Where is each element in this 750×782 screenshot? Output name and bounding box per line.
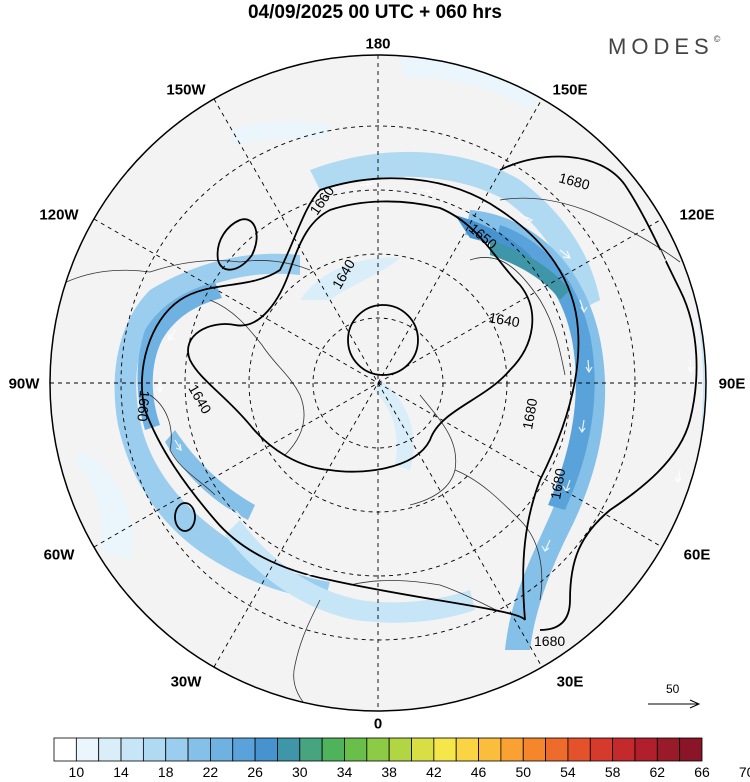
contour-label: 1680 [519, 397, 540, 431]
colorbar-cell [344, 737, 368, 762]
colorbar-cell [53, 737, 77, 762]
colorbar-cell [545, 737, 569, 762]
colorbar-cell [589, 737, 614, 762]
lon-label-120e: 120E [679, 206, 715, 224]
colorbar-cell [411, 737, 435, 762]
lon-label-30e: 30E [556, 673, 584, 691]
colorbar-tick-label: 46 [471, 764, 487, 780]
colorbar-cell [75, 737, 100, 762]
colorbar-cell [455, 737, 479, 762]
vector-scale [648, 699, 701, 709]
colorbar-cell [120, 737, 144, 762]
vector-scale-label: 50 [666, 682, 680, 696]
brand-text: MODES [608, 34, 714, 59]
lon-label-90e: 90E [718, 375, 746, 393]
lon-label-30w: 30W [170, 673, 202, 691]
colorbar-tick-label: 62 [650, 764, 666, 780]
colorbar-cell [277, 737, 301, 762]
contour-label: 1680 [547, 467, 568, 501]
colorbar-tick-label: 38 [381, 764, 397, 780]
lon-label-150w: 150W [166, 81, 206, 99]
colorbar: 10 14 18 22 26 30 34 38 42 46 50 54 58 62 66 70 [53, 737, 750, 780]
lon-label-120w: 120W [39, 206, 79, 224]
chart-title: 04/09/2025 00 UTC + 060 hrs [247, 2, 503, 23]
colorbar-cell [299, 737, 323, 762]
colorbar-cell [142, 737, 167, 762]
colorbar-cell [187, 737, 211, 762]
colorbar-cell [522, 737, 546, 762]
colorbar-tick-label: 50 [515, 764, 531, 780]
colorbar-cell [366, 737, 390, 762]
colorbar-cell [232, 737, 256, 762]
colorbar-tick-label: 30 [292, 764, 308, 780]
colorbar-cell [165, 737, 189, 762]
lon-label-180: 180 [365, 35, 391, 53]
colorbar-cell [500, 737, 524, 762]
colorbar-cell [98, 737, 122, 762]
colorbar-tick-label: 54 [560, 764, 576, 780]
graticule [50, 55, 706, 711]
wind-vectors [156, 180, 695, 577]
contour-label: 1680 [557, 169, 591, 193]
colorbar-tick-label: 18 [158, 764, 174, 780]
colorbar-ticks: 10 14 18 22 26 30 34 38 42 46 50 54 58 62 66 70 [69, 764, 750, 780]
colorbar-cell [254, 737, 278, 762]
colorbar-cell [388, 737, 412, 762]
map-border [49, 54, 707, 712]
contour-label: 1680 [534, 633, 565, 649]
colorbar-tick-label: 58 [605, 764, 621, 780]
colorbar-cells [53, 737, 703, 762]
colorbar-cell [679, 737, 703, 762]
colorbar-tick-label: 34 [337, 764, 353, 780]
lon-label-60e: 60E [683, 546, 711, 564]
lon-label-0: 0 [373, 715, 383, 733]
brand-copyright-mark: © [713, 34, 721, 44]
lon-label-90w: 90W [8, 375, 40, 393]
colorbar-tick-label: 66 [694, 764, 710, 780]
colorbar-tick-label: 26 [247, 764, 263, 780]
colorbar-cell [433, 737, 457, 762]
colorbar-cell [612, 737, 636, 762]
colorbar-cell [567, 737, 591, 762]
colorbar-tick-label: 22 [203, 764, 219, 780]
contour-label: 1660 [134, 390, 153, 423]
colorbar-cell [478, 737, 502, 762]
lon-label-150e: 150E [552, 81, 588, 99]
colorbar-cell [634, 737, 658, 762]
height-contours [141, 155, 698, 631]
colorbar-tick-label: 14 [113, 764, 129, 780]
brand-logo: MODES© [608, 34, 720, 60]
colorbar-tick-label: 10 [69, 764, 85, 780]
colorbar-tick-label: 70 [739, 764, 750, 780]
colorbar-cell [321, 737, 345, 762]
colorbar-tick-label: 42 [426, 764, 442, 780]
vector-scale-arrow-head [689, 699, 701, 709]
lon-label-60w: 60W [43, 546, 75, 564]
contour-label: 1640 [487, 309, 521, 330]
colorbar-cell [656, 737, 681, 762]
colorbar-cell [210, 737, 234, 762]
